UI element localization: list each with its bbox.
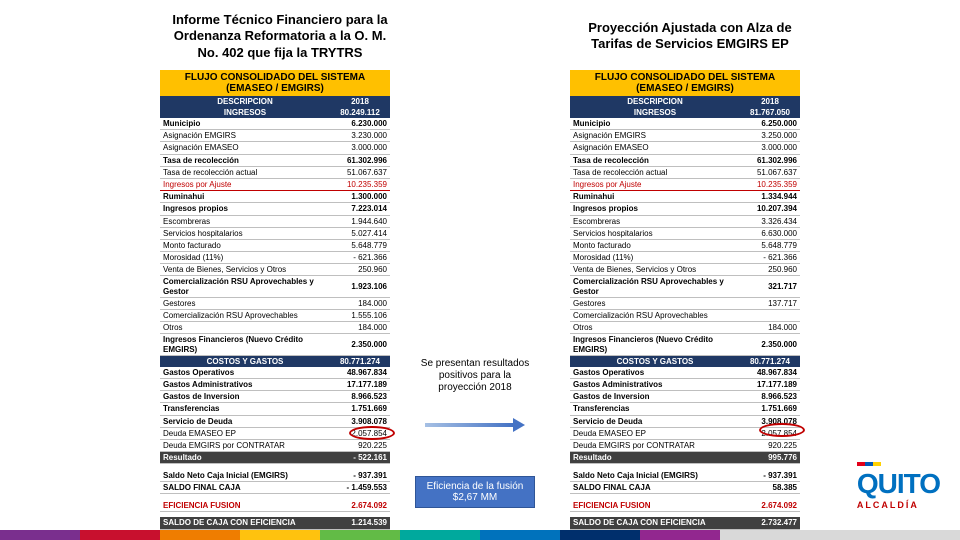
hdr-flujo: FLUJO CONSOLIDADO DEL SISTEMA (EMASEO / … (160, 70, 390, 96)
table-row: Tasa de recolección61.302.996 (570, 154, 800, 166)
footer-bar (0, 530, 960, 540)
table-row: Tasa de recolección61.302.996 (160, 154, 390, 166)
title-right: Proyección Ajustada con Alza de Tarifas … (580, 20, 800, 53)
costos-total: 80.771.274 (740, 355, 800, 367)
table-row: Deuda EMGIRS por CONTRATAR920.225 (160, 439, 390, 451)
table-row: Otros184.000 (570, 322, 800, 334)
table-row: Servicios hospitalarios6.630.000 (570, 227, 800, 239)
table-row: Comercialización RSU Aprovechables1.555.… (160, 310, 390, 322)
table-row: Ingresos por Ajuste10.235.359 (160, 178, 390, 190)
table-row: Tasa de recolección actual51.067.637 (160, 166, 390, 178)
hdr-descripcion: DESCRIPCION (570, 96, 740, 107)
row-saldo-efic: SALDO DE CAJA CON EFICIENCIA1.214.539 (160, 517, 390, 529)
table-row: Ingresos Financieros (Nuevo Crédito EMGI… (160, 334, 390, 355)
table-row: Morosidad (11%)- 621.366 (160, 252, 390, 264)
table-row: Gestores137.717 (570, 297, 800, 309)
row-saldo-final: SALDO FINAL CAJA- 1.459.553 (160, 481, 390, 493)
table-row: Ingresos propios10.207.394 (570, 203, 800, 215)
table-row: Ingresos Financieros (Nuevo Crédito EMGI… (570, 334, 800, 355)
ingresos-total: 81.767.050 (740, 107, 800, 118)
table-row: Tasa de recolección actual51.067.637 (570, 166, 800, 178)
hdr-descripcion: DESCRIPCION (160, 96, 330, 107)
table-row: Ingresos por Ajuste10.235.359 (570, 178, 800, 190)
table-row: Servicio de Deuda3.908.078 (570, 415, 800, 427)
logo-name: QUITO (857, 468, 940, 500)
table-row: Municipio6.230.000 (160, 118, 390, 130)
hdr-costos: COSTOS Y GASTOS (570, 355, 740, 367)
table-row: Morosidad (11%)- 621.366 (570, 252, 800, 264)
table-row: Otros184.000 (160, 322, 390, 334)
quito-logo: QUITO ALCALDÍA (857, 462, 940, 510)
hdr-year: 2018 (740, 96, 800, 107)
row-saldo-neto: Saldo Neto Caja Inicial (EMGIRS)- 937.39… (160, 470, 390, 482)
row-eficiencia: EFICIENCIA FUSION2.674.092 (570, 500, 800, 512)
table-row: Venta de Bienes, Servicios y Otros250.96… (160, 264, 390, 276)
row-saldo-final: SALDO FINAL CAJA58.385 (570, 481, 800, 493)
row-eficiencia: EFICIENCIA FUSION2.674.092 (160, 500, 390, 512)
table-row: Servicios hospitalarios5.027.414 (160, 227, 390, 239)
hdr-costos: COSTOS Y GASTOS (160, 355, 330, 367)
table-row: Deuda EMGIRS por CONTRATAR920.225 (570, 439, 800, 451)
table-row: Escombreras1.944.640 (160, 215, 390, 227)
row-resultado: Resultado995.776 (570, 452, 800, 464)
table-row: Monto facturado5.648.779 (160, 239, 390, 251)
table-left: FLUJO CONSOLIDADO DEL SISTEMA (EMASEO / … (160, 70, 390, 530)
table-row: Gastos de Inversion8.966.523 (160, 391, 390, 403)
note-efficiency: Eficiencia de la fusión $2,67 MM (415, 476, 535, 508)
table-right: FLUJO CONSOLIDADO DEL SISTEMA (EMASEO / … (570, 70, 800, 530)
table-row: Servicio de Deuda3.908.078 (160, 415, 390, 427)
row-saldo-neto: Saldo Neto Caja Inicial (EMGIRS)- 937.39… (570, 470, 800, 482)
table-row: Comercialización RSU Aprovechables y Ges… (570, 276, 800, 297)
table-row: Gastos Administrativos17.177.189 (160, 378, 390, 390)
note-results: Se presentan resultados positivos para l… (420, 358, 530, 394)
table-row: Comercialización RSU Aprovechables y Ges… (160, 276, 390, 297)
hdr-flujo: FLUJO CONSOLIDADO DEL SISTEMA (EMASEO / … (570, 70, 800, 96)
hdr-year: 2018 (330, 96, 390, 107)
logo-sub: ALCALDÍA (857, 500, 940, 510)
table-row: Ruminahui1.334.944 (570, 191, 800, 203)
logo-bars (857, 462, 881, 466)
title-left: Informe Técnico Financiero para la Orden… (170, 12, 390, 61)
table-row: Ingresos propios7.223.014 (160, 203, 390, 215)
hdr-ingresos: INGRESOS (570, 107, 740, 118)
table-row: Gastos Operativos48.967.834 (570, 367, 800, 379)
table-row: Asignación EMGIRS3.250.000 (570, 130, 800, 142)
table-row: Deuda EMASEO EP2.057.854 (160, 427, 390, 439)
arrow-icon (425, 420, 525, 430)
table-row: Gastos Operativos48.967.834 (160, 367, 390, 379)
hdr-ingresos: INGRESOS (160, 107, 330, 118)
ingresos-total: 80.249.112 (330, 107, 390, 118)
table-row: Gastos de Inversion8.966.523 (570, 391, 800, 403)
row-saldo-efic: SALDO DE CAJA CON EFICIENCIA2.732.477 (570, 517, 800, 529)
row-resultado: Resultado- 522.161 (160, 452, 390, 464)
table-row: Asignación EMASEO3.000.000 (570, 142, 800, 154)
costos-total: 80.771.274 (330, 355, 390, 367)
table-row: Transferencias1.751.669 (570, 403, 800, 415)
table-row: Comercialización RSU Aprovechables (570, 310, 800, 322)
table-row: Gastos Administrativos17.177.189 (570, 378, 800, 390)
table-row: Venta de Bienes, Servicios y Otros250.96… (570, 264, 800, 276)
table-row: Asignación EMGIRS3.230.000 (160, 130, 390, 142)
table-row: Gestores184.000 (160, 297, 390, 309)
table-row: Deuda EMASEO EP2.057.854 (570, 427, 800, 439)
table-row: Ruminahui1.300.000 (160, 191, 390, 203)
table-row: Escombreras3.326.434 (570, 215, 800, 227)
table-row: Transferencias1.751.669 (160, 403, 390, 415)
table-row: Asignación EMASEO3.000.000 (160, 142, 390, 154)
table-row: Municipio6.250.000 (570, 118, 800, 130)
table-row: Monto facturado5.648.779 (570, 239, 800, 251)
